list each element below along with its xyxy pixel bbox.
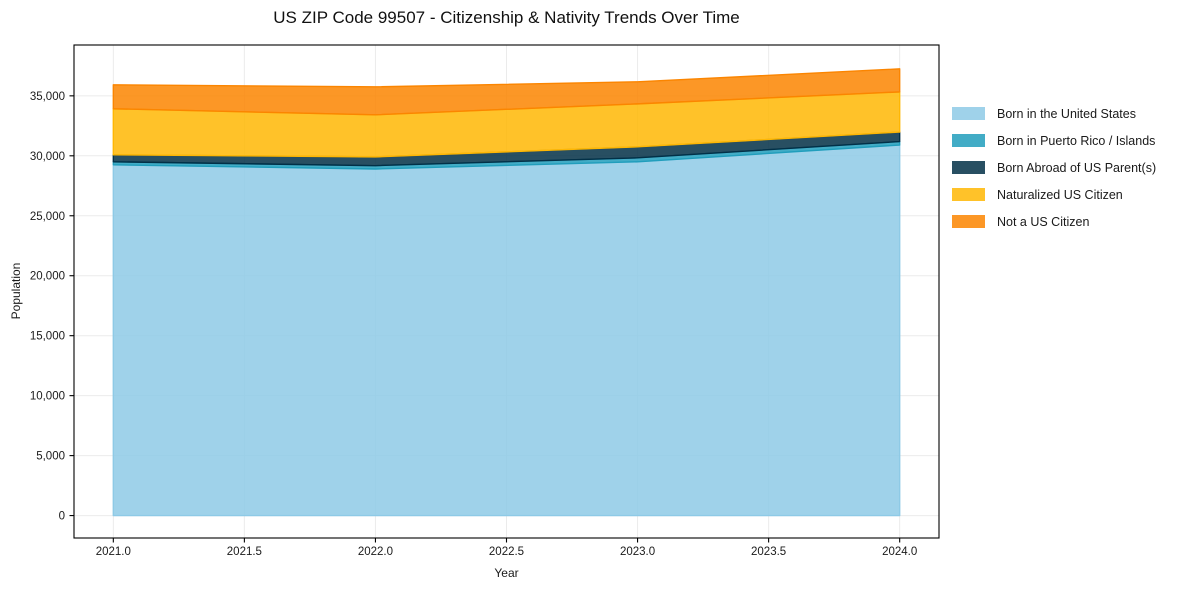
x-tick-label: 2022.0 <box>358 546 393 558</box>
y-axis-label: Population <box>9 262 23 320</box>
y-tick-label: 25,000 <box>30 211 65 223</box>
x-tick-label: 2021.0 <box>96 546 131 558</box>
legend: Born in the United States Born in Puerto… <box>952 100 1156 235</box>
legend-item-not-a-citizen: Not a US Citizen <box>952 208 1156 235</box>
legend-swatch-icon <box>952 188 985 201</box>
x-tick-label: 2022.5 <box>489 546 524 558</box>
y-tick-label: 0 <box>59 511 65 523</box>
x-tick-label: 2024.0 <box>882 546 917 558</box>
y-tick-label: 30,000 <box>30 151 65 163</box>
chart-title: US ZIP Code 99507 - Citizenship & Nativi… <box>273 8 740 27</box>
y-tick-label: 10,000 <box>30 391 65 403</box>
legend-swatch-icon <box>952 134 985 147</box>
legend-label: Not a US Citizen <box>997 214 1090 229</box>
y-tick-label: 5,000 <box>36 451 65 463</box>
area-not-a-us-citizen <box>112 68 901 116</box>
x-axis-label: Year <box>494 566 519 580</box>
legend-item-naturalized: Naturalized US Citizen <box>952 181 1156 208</box>
legend-label: Naturalized US Citizen <box>997 187 1123 202</box>
x-tick-label: 2023.5 <box>751 546 786 558</box>
legend-swatch-icon <box>952 107 985 120</box>
x-tick-label: 2021.5 <box>227 546 262 558</box>
x-tick-label: 2023.0 <box>620 546 655 558</box>
legend-item-born-abroad: Born Abroad of US Parent(s) <box>952 154 1156 181</box>
legend-label: Born Abroad of US Parent(s) <box>997 160 1157 175</box>
legend-swatch-icon <box>952 215 985 228</box>
y-tick-label: 15,000 <box>30 331 65 343</box>
legend-item-born-in-us: Born in the United States <box>952 100 1156 127</box>
legend-item-born-in-puerto-rico: Born in Puerto Rico / Islands <box>952 127 1156 154</box>
y-tick-label: 20,000 <box>30 271 65 283</box>
legend-swatch-icon <box>952 161 985 174</box>
legend-label: Born in Puerto Rico / Islands <box>997 133 1156 148</box>
legend-label: Born in the United States <box>997 106 1136 121</box>
area-born-in-the-united-states <box>112 144 901 517</box>
y-tick-label: 35,000 <box>30 91 65 103</box>
